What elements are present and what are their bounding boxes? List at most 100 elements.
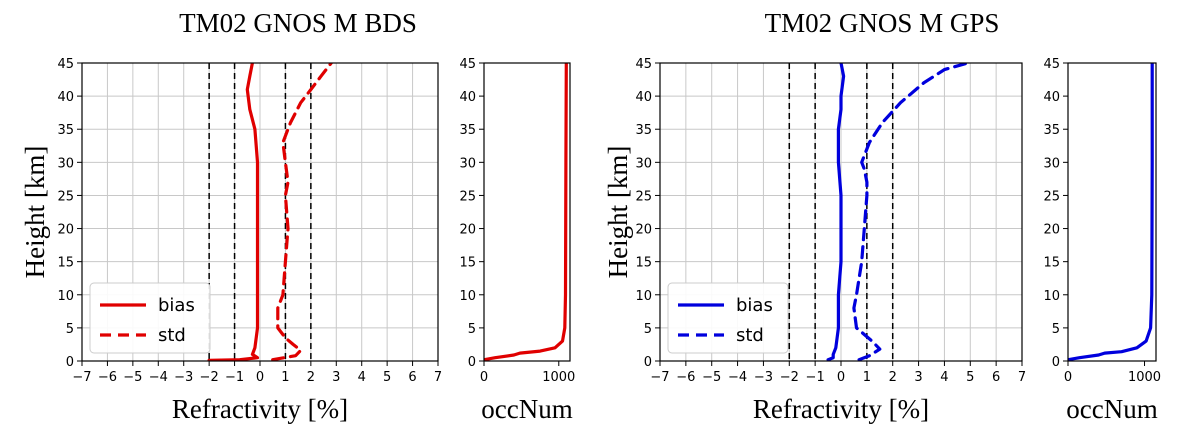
series-line-occNum bbox=[1068, 63, 1154, 361]
series-group bbox=[1068, 63, 1154, 361]
x-tick-label: −7 bbox=[72, 370, 91, 385]
y-tick-label: 40 bbox=[459, 90, 476, 105]
x-tick-label: −3 bbox=[754, 370, 773, 385]
x-axis-label: Refractivity [%] bbox=[753, 394, 929, 424]
x-tick-label: 2 bbox=[307, 370, 315, 385]
x-tick-label: −5 bbox=[123, 370, 142, 385]
y-axis-label: Height [km] bbox=[20, 146, 50, 279]
series-line-std bbox=[271, 63, 333, 361]
y-tick-label: 45 bbox=[1043, 57, 1060, 72]
plot-frame bbox=[483, 62, 571, 362]
plot-frame bbox=[1067, 62, 1157, 362]
y-tick-label: 25 bbox=[57, 189, 74, 204]
occ-x-axis-label: occNum bbox=[481, 394, 572, 424]
series-line-std bbox=[852, 63, 970, 361]
bds-figure-group: TM02 GNOS M BDS Height [km] Refractivity… bbox=[20, 8, 575, 424]
y-tick-label: 25 bbox=[635, 189, 652, 204]
series-line-bias bbox=[207, 63, 260, 361]
chart-title: TM02 GNOS M BDS bbox=[179, 8, 417, 38]
x-tick-label: −7 bbox=[650, 370, 669, 385]
legend-label-bias: bias bbox=[736, 295, 773, 316]
y-tick-label: 10 bbox=[459, 289, 476, 304]
occ-x-axis-label: occNum bbox=[1066, 394, 1157, 424]
y-tick-label: 10 bbox=[1043, 289, 1060, 304]
series-line-occNum bbox=[484, 63, 568, 361]
y-tick-label: 35 bbox=[459, 123, 476, 138]
y-tick-label: 30 bbox=[57, 156, 74, 171]
x-tick-label: 1000 bbox=[1128, 370, 1161, 385]
x-tick-label: −2 bbox=[200, 370, 219, 385]
x-tick-label: 4 bbox=[940, 370, 948, 385]
y-tick-label: 5 bbox=[468, 322, 476, 337]
x-tick-label: −6 bbox=[676, 370, 695, 385]
y-tick-label: 5 bbox=[1052, 322, 1060, 337]
x-tick-label: 3 bbox=[914, 370, 922, 385]
x-tick-label: 1000 bbox=[542, 370, 575, 385]
x-tick-label: 5 bbox=[966, 370, 974, 385]
y-tick-label: 15 bbox=[459, 256, 476, 271]
y-tick-label: 20 bbox=[635, 223, 652, 238]
legend-box bbox=[667, 282, 789, 354]
y-tick-label: 0 bbox=[1052, 355, 1060, 370]
x-tick-label: 0 bbox=[837, 370, 845, 385]
occnum-panel: 0 1000 0 5 10 15 20 25 30 35 40 45 bbox=[1043, 57, 1161, 385]
x-tick-label: 0 bbox=[480, 370, 488, 385]
chart-title: TM02 GNOS M GPS bbox=[765, 8, 1000, 38]
series-group bbox=[826, 63, 970, 361]
occnum-panel: 0 1000 0 5 10 15 20 25 30 35 40 45 bbox=[459, 57, 575, 385]
y-tick-label: 45 bbox=[635, 57, 652, 72]
y-tick-label: 0 bbox=[468, 355, 476, 370]
x-tick-label: −1 bbox=[806, 370, 825, 385]
y-tick-label: 40 bbox=[1043, 90, 1060, 105]
y-tick-label: 5 bbox=[66, 322, 74, 337]
y-tick-label: 5 bbox=[644, 322, 652, 337]
series-line-bias bbox=[826, 63, 846, 361]
y-tick-label: 30 bbox=[459, 156, 476, 171]
y-tick-label: 45 bbox=[57, 57, 74, 72]
gps-figure-group: TM02 GNOS M GPS Height [km] Refractivity… bbox=[603, 8, 1161, 424]
x-tick-label: −5 bbox=[702, 370, 721, 385]
legend-label-std: std bbox=[736, 325, 764, 346]
x-tick-label: 7 bbox=[434, 370, 442, 385]
y-tick-label: 30 bbox=[1043, 156, 1060, 171]
refractivity-panel: −7 −6 −5 −4 −3 −2 −1 0 1 2 3 4 5 6 7051015202530354045… bbox=[635, 57, 1026, 385]
y-tick-label: 20 bbox=[57, 223, 74, 238]
y-tick-label: 0 bbox=[644, 355, 652, 370]
y-tick-label: 20 bbox=[1043, 223, 1060, 238]
y-tick-label: 20 bbox=[459, 223, 476, 238]
y-tick-label: 10 bbox=[57, 289, 74, 304]
y-tick-label: 40 bbox=[57, 90, 74, 105]
y-axis-label: Height [km] bbox=[603, 146, 633, 279]
x-tick-label: 5 bbox=[383, 370, 391, 385]
x-tick-label: −3 bbox=[174, 370, 193, 385]
legend-box bbox=[89, 282, 211, 354]
x-tick-label: 1 bbox=[863, 370, 871, 385]
x-tick-label: 0 bbox=[1064, 370, 1072, 385]
x-tick-label: −4 bbox=[728, 370, 747, 385]
y-tick-label: 15 bbox=[1043, 256, 1060, 271]
y-tick-label: 15 bbox=[57, 256, 74, 271]
x-tick-label: 3 bbox=[332, 370, 340, 385]
y-tick-label: 40 bbox=[635, 90, 652, 105]
y-tick-label: 15 bbox=[635, 256, 652, 271]
series-group bbox=[207, 63, 333, 361]
y-tick-label: 35 bbox=[635, 123, 652, 138]
y-tick-label: 35 bbox=[1043, 123, 1060, 138]
y-tick-label: 45 bbox=[459, 57, 476, 72]
x-tick-label: −1 bbox=[225, 370, 244, 385]
x-tick-label: 6 bbox=[992, 370, 1000, 385]
y-tick-label: 0 bbox=[66, 355, 74, 370]
x-tick-label: 4 bbox=[358, 370, 366, 385]
x-tick-label: 1 bbox=[281, 370, 289, 385]
y-tick-label: 35 bbox=[57, 123, 74, 138]
refractivity-panel: −7 −6 −5 −4 −3 −2 −1 0 1 2 3 4 5 6 7051015202530354045… bbox=[57, 57, 442, 385]
x-tick-label: −6 bbox=[98, 370, 117, 385]
x-tick-label: 2 bbox=[889, 370, 897, 385]
y-tick-label: 25 bbox=[1043, 189, 1060, 204]
x-tick-label: −2 bbox=[780, 370, 799, 385]
x-tick-label: 7 bbox=[1018, 370, 1026, 385]
legend-label-bias: bias bbox=[158, 295, 195, 316]
y-tick-label: 25 bbox=[459, 189, 476, 204]
y-tick-label: 30 bbox=[635, 156, 652, 171]
